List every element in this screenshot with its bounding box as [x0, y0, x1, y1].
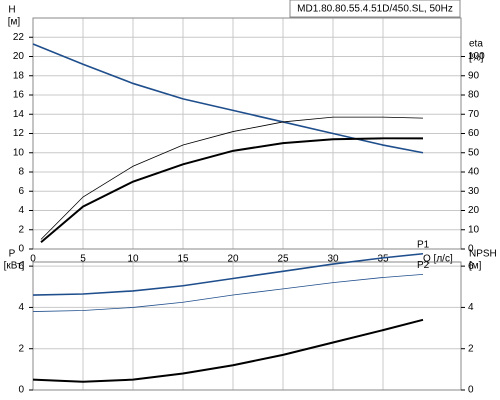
- x-axis-label: Q [л/с]: [423, 254, 453, 265]
- y-tick-label: 2: [18, 224, 24, 235]
- y2-tick-label: 40: [468, 167, 480, 178]
- y-axis-label: P: [9, 249, 16, 260]
- y2-tick-label: 20: [468, 205, 480, 216]
- y2-axis-unit: [%]: [469, 53, 484, 64]
- plot-frame: [32, 261, 462, 391]
- y2-tick-label: 100: [468, 51, 485, 62]
- y2-tick-label: 50: [468, 147, 480, 158]
- y2-axis-unit: [м]: [469, 261, 482, 272]
- y-tick-label: 14: [13, 109, 25, 120]
- curve-label: P2: [417, 260, 430, 271]
- y-tick-label: 0: [18, 244, 24, 255]
- y-tick-label: 2: [18, 343, 24, 354]
- curve-label: P1: [417, 239, 430, 250]
- y-axis-label: H: [8, 5, 15, 16]
- x-tick-label: 35: [377, 254, 389, 265]
- x-tick-label: 25: [277, 254, 289, 265]
- y-tick-label: 4: [18, 302, 24, 313]
- y2-tick-label: 30: [468, 186, 480, 197]
- y-tick-label: 8: [18, 167, 24, 178]
- y-tick-label: 10: [13, 147, 25, 158]
- y-tick-label: 22: [13, 32, 25, 43]
- chart-title: MD1.80.80.55.4.51D/450.SL, 50Hz: [297, 4, 453, 15]
- y-tick-label: 12: [13, 128, 25, 139]
- y2-axis-label: eta: [469, 39, 483, 50]
- curve: [40, 137, 423, 244]
- curve: [32, 273, 424, 312]
- curve: [32, 318, 424, 383]
- x-tick-label: 30: [327, 254, 339, 265]
- x-tick-label: 15: [177, 254, 189, 265]
- x-tick-label: 5: [80, 254, 86, 265]
- y-axis-unit: [м]: [8, 17, 21, 28]
- x-tick-label: 0: [30, 254, 36, 265]
- y2-tick-label: 6: [468, 261, 474, 272]
- y-tick-label: 0: [18, 385, 24, 396]
- curve: [32, 252, 424, 296]
- y-tick-label: 4: [18, 205, 24, 216]
- y2-axis-label: NPSH: [469, 249, 497, 260]
- y2-tick-label: 0: [468, 385, 474, 396]
- y2-tick-label: 0: [468, 244, 474, 255]
- y2-tick-label: 60: [468, 128, 480, 139]
- y-tick-label: 18: [13, 70, 25, 81]
- y2-tick-label: 10: [468, 224, 480, 235]
- y-tick-label: 16: [13, 90, 25, 101]
- y-tick-label: 20: [13, 51, 25, 62]
- y-tick-label: 6: [18, 261, 24, 272]
- y2-tick-label: 70: [468, 109, 480, 120]
- y-axis-unit: [кВт]: [4, 261, 25, 272]
- title-box: [289, 0, 461, 18]
- y2-tick-label: 4: [468, 302, 474, 313]
- y2-tick-label: 80: [468, 90, 480, 101]
- curve: [32, 43, 424, 154]
- y2-tick-label: 2: [468, 343, 474, 354]
- x-tick-label: 10: [127, 254, 139, 265]
- curve: [40, 116, 424, 240]
- y2-tick-label: 90: [468, 70, 480, 81]
- y-tick-label: 6: [18, 186, 24, 197]
- x-tick-label: 20: [227, 254, 239, 265]
